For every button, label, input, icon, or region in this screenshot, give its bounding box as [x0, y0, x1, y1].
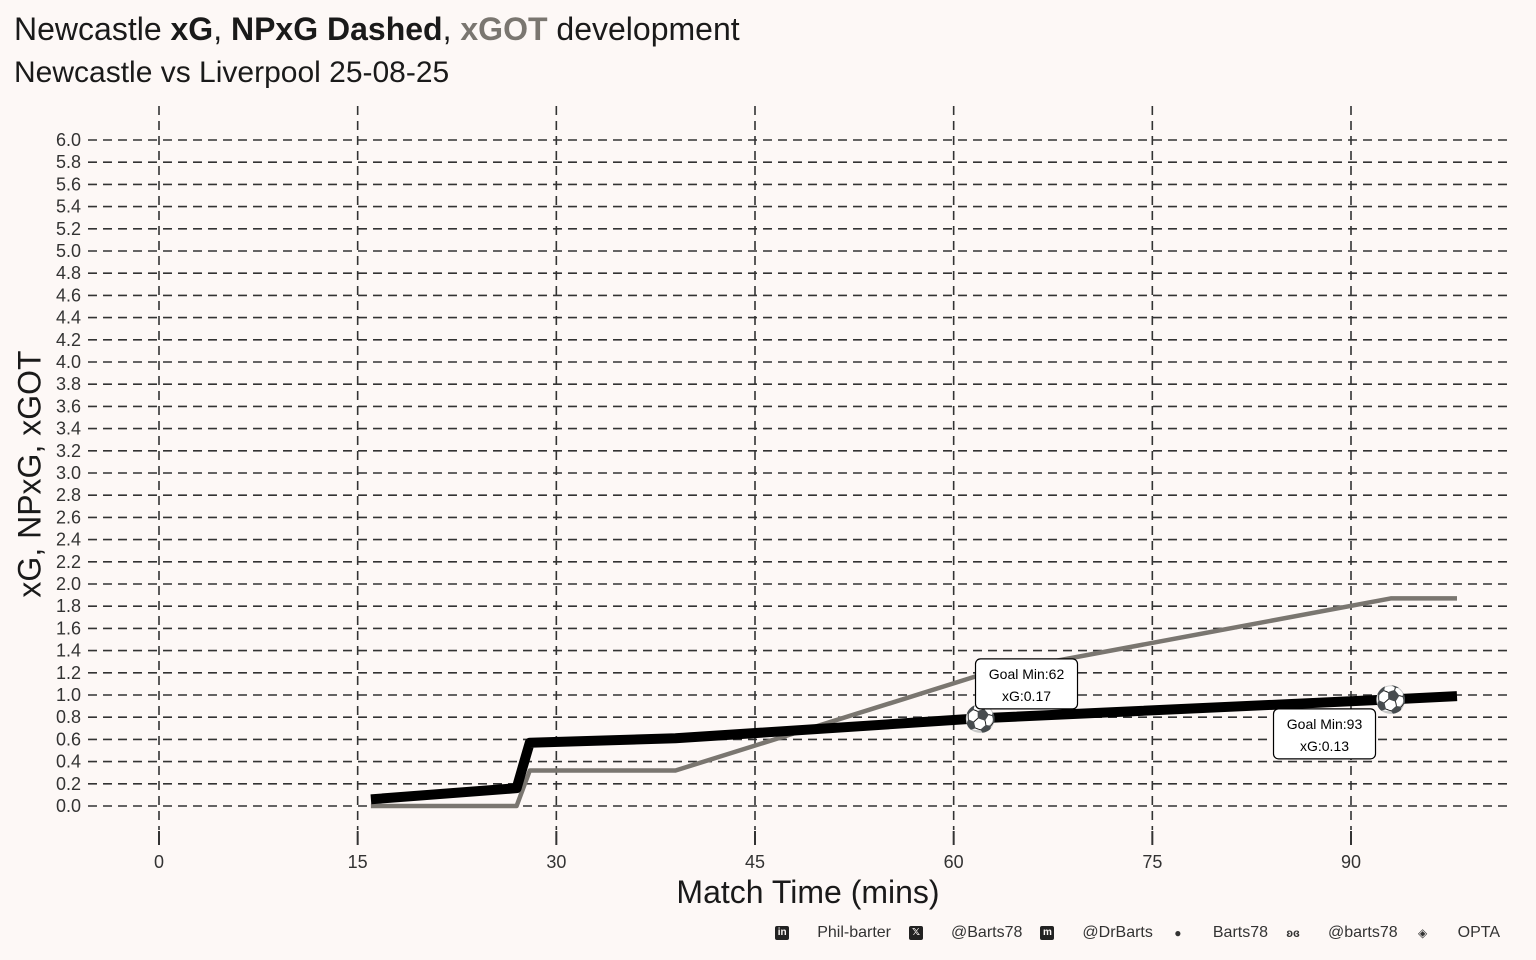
x-tick-label: 75	[1142, 852, 1162, 872]
credit-x: @Barts78	[951, 924, 1023, 941]
y-tick-label: 1.4	[56, 641, 81, 661]
credit-source: OPTA	[1457, 924, 1500, 941]
credit-linkedin: Phil-barter	[817, 924, 892, 941]
y-tick-label: 0.0	[56, 796, 81, 816]
credit-bluesky: @barts78	[1328, 924, 1398, 941]
y-tick-label: 4.4	[56, 308, 81, 328]
title-xg: xG	[170, 11, 214, 47]
y-tick-label: 1.8	[56, 596, 81, 616]
y-tick-label: 2.0	[56, 574, 81, 594]
goal-label-minute: Goal Min:93	[1287, 716, 1363, 732]
series-line-xgot	[370, 596, 1457, 809]
github-icon: ●	[1174, 926, 1182, 940]
chart-title: Newcastle xG, NPxG Dashed, xGOT developm…	[14, 10, 740, 48]
goal-label-xg: xG:0.17	[1002, 688, 1051, 704]
y-tick-label: 2.6	[56, 507, 81, 527]
goal-marker-icon: ⚽	[1374, 684, 1407, 714]
goal-label-box	[974, 658, 1079, 710]
y-tick-label: 2.4	[56, 530, 81, 550]
x-tick-label: 30	[546, 852, 566, 872]
goal-label-minute: Goal Min:62	[989, 666, 1065, 682]
title-xgot: xGOT	[460, 11, 548, 47]
dropbox-icon: ◈	[1418, 926, 1428, 940]
x-twitter-icon: 𝕏	[909, 926, 924, 940]
x-axis-label: Match Time (mins)	[676, 874, 940, 910]
y-tick-label: 0.2	[56, 774, 81, 794]
title-team: Newcastle	[14, 11, 171, 47]
y-tick-label: 5.8	[56, 152, 81, 172]
x-tick-label: 0	[154, 852, 164, 872]
y-tick-label: 5.2	[56, 219, 81, 239]
x-tick-label: 15	[348, 852, 368, 872]
y-tick-label: 5.6	[56, 174, 81, 194]
credits-footer: in Phil-barter 𝕏 @Barts78 m @DrBarts ● B…	[775, 924, 1500, 942]
linkedin-icon: in	[775, 926, 790, 940]
y-tick-label: 3.4	[56, 419, 81, 439]
y-tick-label: 4.6	[56, 285, 81, 305]
y-tick-label: 3.8	[56, 374, 81, 394]
credit-github: Barts78	[1212, 924, 1269, 941]
y-tick-label: 5.4	[56, 197, 81, 217]
goal-label-box	[1272, 708, 1377, 760]
y-tick-label: 3.2	[56, 441, 81, 461]
y-tick-label: 5.0	[56, 241, 81, 261]
y-tick-label: 3.6	[56, 396, 81, 416]
x-tick-label: 90	[1341, 852, 1361, 872]
goal-label-xg: xG:0.13	[1300, 738, 1349, 754]
y-tick-label: 4.2	[56, 330, 81, 350]
y-tick-label: 3.0	[56, 463, 81, 483]
mastodon-icon: m	[1040, 926, 1055, 940]
title-npxg: NPxG Dashed	[230, 11, 443, 47]
y-tick-label: 2.2	[56, 552, 81, 572]
y-tick-label: 4.8	[56, 263, 81, 283]
credit-mastodon: @DrBarts	[1082, 924, 1153, 941]
y-tick-label: 0.8	[56, 707, 81, 727]
chart-subtitle: Newcastle vs Liverpool 25-08-25	[14, 56, 450, 89]
title-separator-1: ,	[213, 11, 231, 47]
y-axis-label: xG, NPxG, xGOT	[11, 350, 48, 598]
y-tick-label: 2.8	[56, 485, 81, 505]
y-tick-label: 4.0	[56, 352, 81, 372]
y-tick-label: 1.6	[56, 618, 81, 638]
y-tick-label: 1.0	[56, 685, 81, 705]
title-rest: development	[547, 11, 740, 47]
y-tick-label: 0.4	[56, 752, 81, 772]
x-tick-label: 45	[745, 852, 765, 872]
series-line-xg	[370, 691, 1458, 805]
y-tick-label: 1.2	[56, 663, 81, 683]
bluesky-icon: ʚɞ	[1286, 926, 1300, 940]
y-tick-label: 6.0	[56, 130, 81, 150]
x-tick-label: 60	[944, 852, 964, 872]
title-separator-2: ,	[442, 11, 461, 47]
y-tick-label: 0.6	[56, 729, 81, 749]
